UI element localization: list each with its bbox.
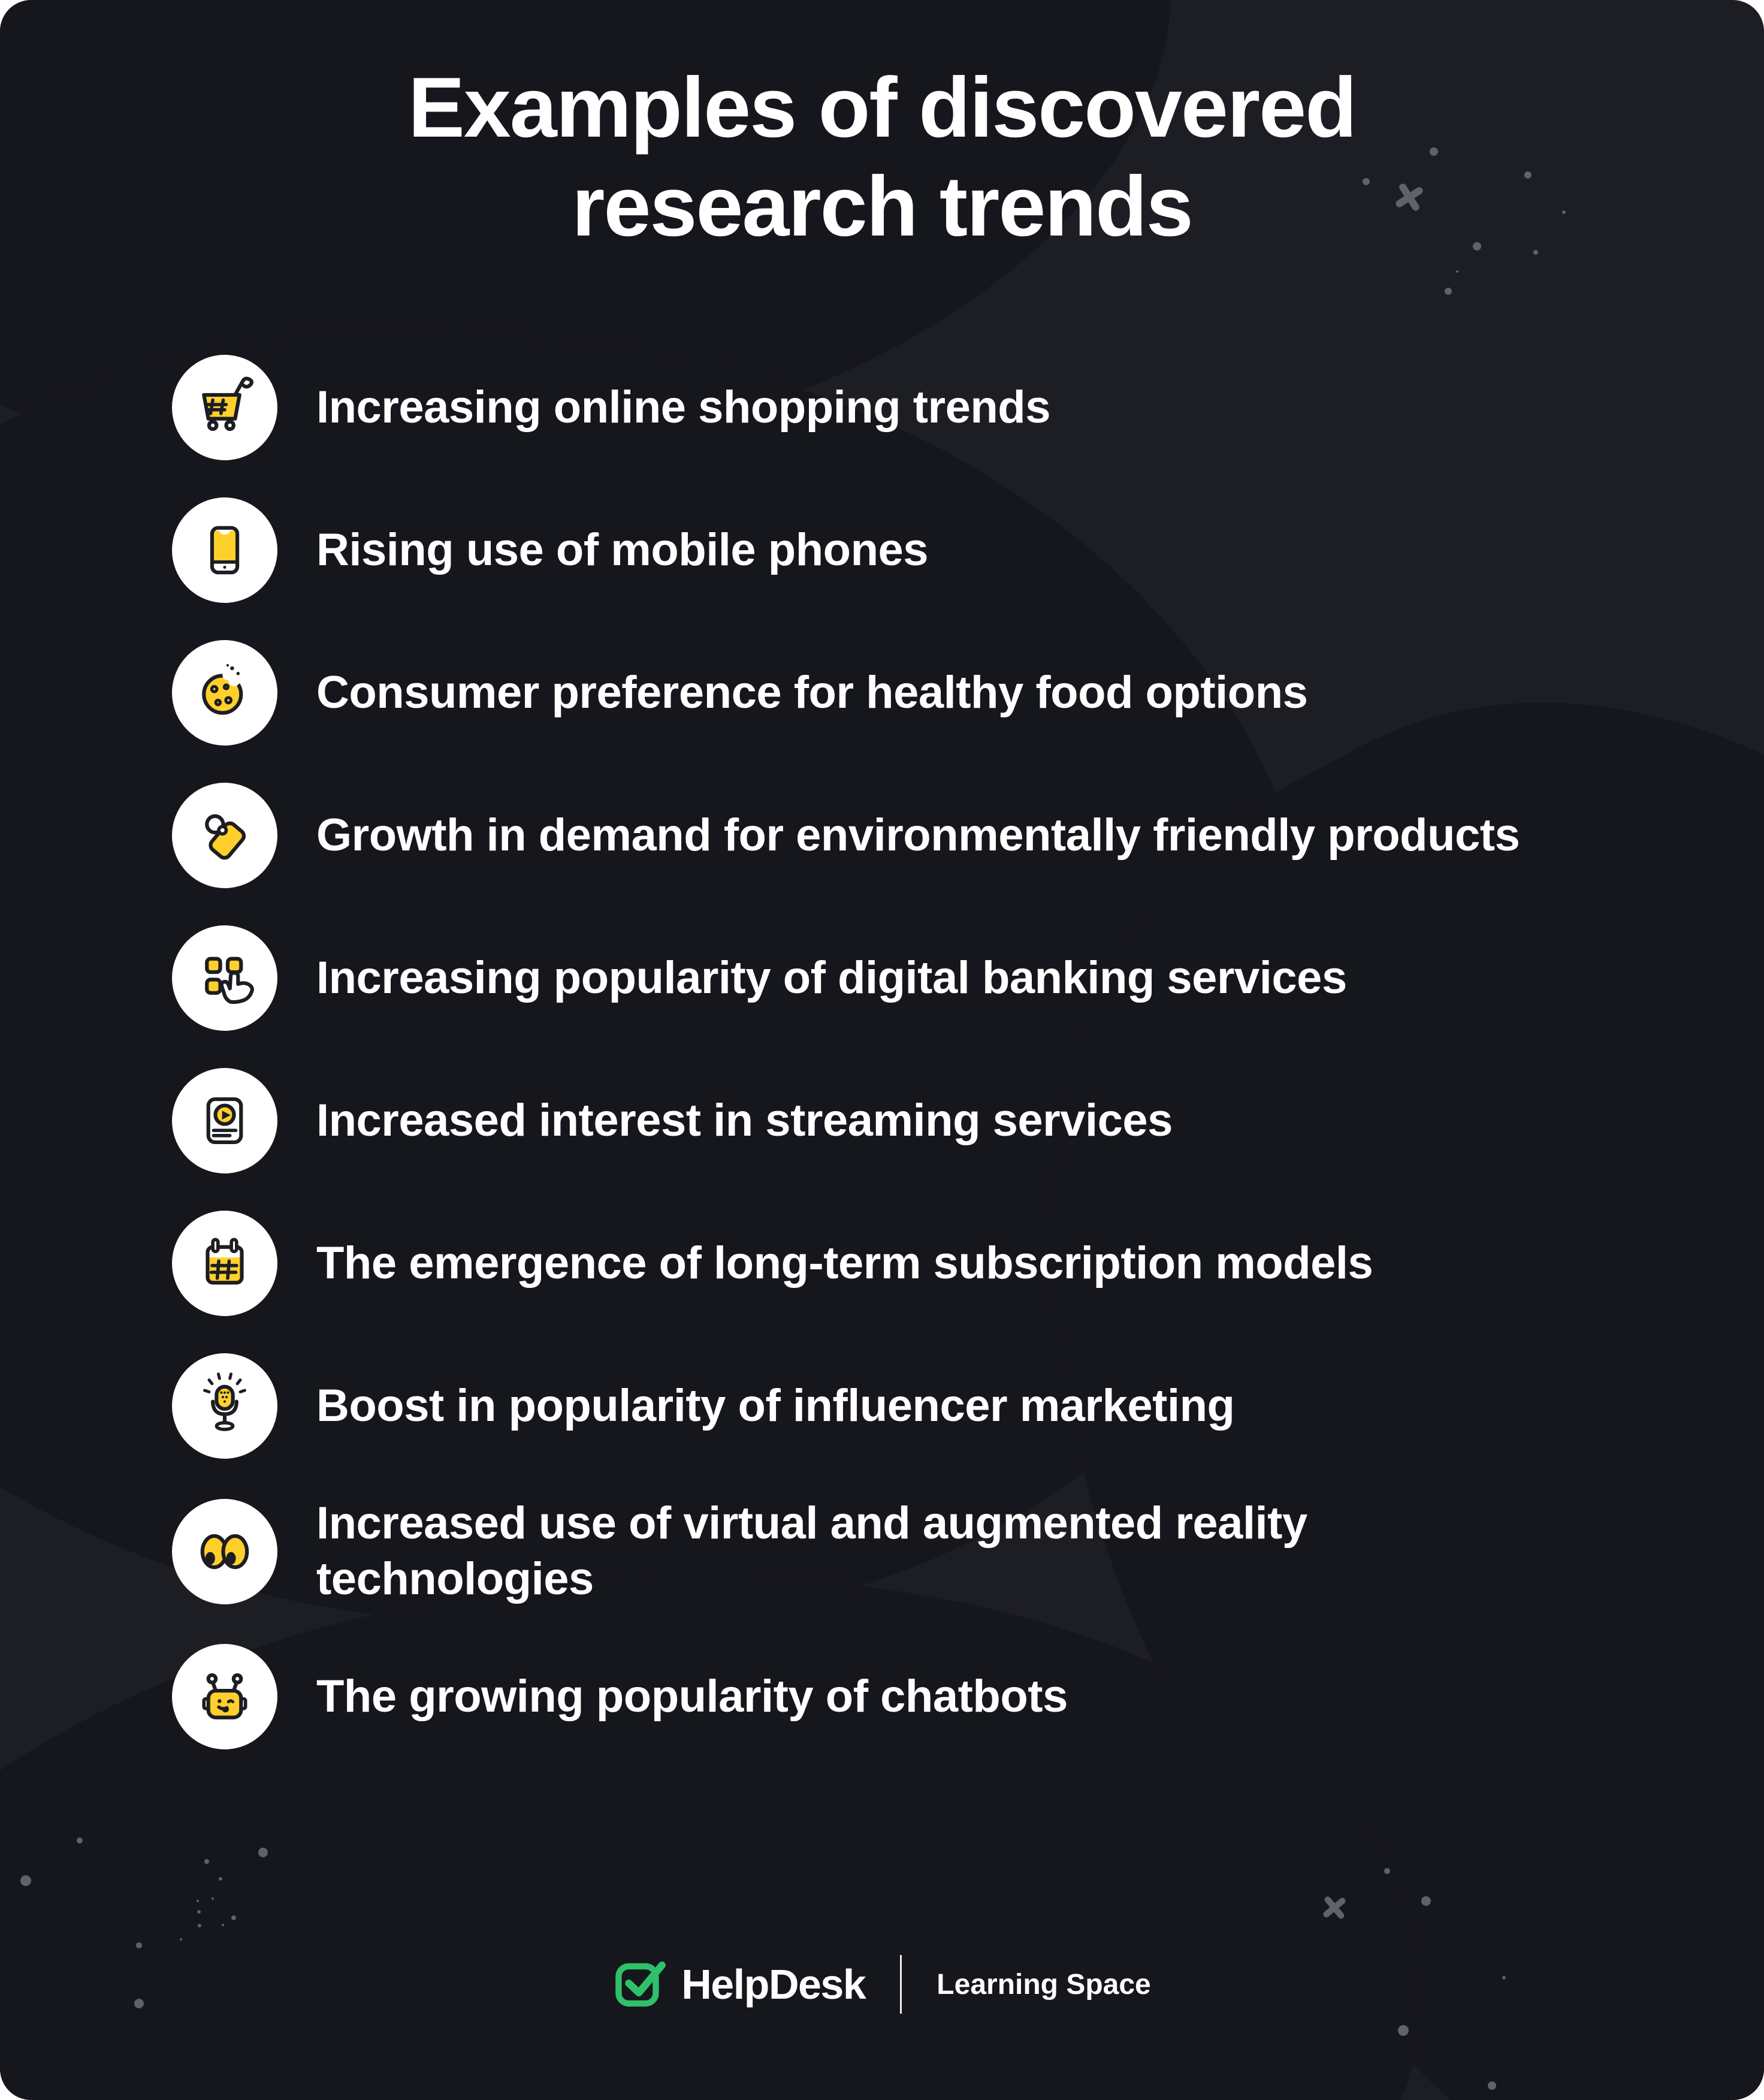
price-tag-icon-circle [172,783,277,888]
decor-cross-icon [1321,1894,1348,1921]
list-item-text: Increasing online shopping trends [316,381,1050,433]
list-item-text: Growth in demand for environmentally fri… [316,809,1520,861]
decor-cross-icon [1393,180,1427,215]
list-item: Increased use of virtual and augmented r… [172,1496,1670,1607]
decor-dot [197,1900,199,1902]
decor-dot [1445,288,1452,295]
list-item: The emergence of long-term subscription … [172,1211,1670,1316]
list-item: Increased interest in streaming services [172,1068,1670,1173]
video-player-icon-circle [172,1068,277,1173]
decor-dot [1524,171,1532,179]
price-tag-icon [205,814,246,860]
decor-dot [1421,1896,1431,1906]
decor-dot [1456,270,1458,273]
decor-dot [20,1875,31,1886]
decor-dot [204,1859,209,1864]
mobile-phone-icon-circle [172,497,277,603]
list-item: Increasing online shopping trends [172,355,1670,460]
shopping-cart-icon-circle [172,355,277,460]
microphone-icon-circle [172,1353,277,1459]
decor-dot [1473,242,1481,251]
decor-dot [212,1897,214,1900]
calendar-icon [206,1238,244,1285]
decor-dot [1562,210,1566,214]
page-title: Examples of discovered research trends [408,60,1357,254]
decor-dot [77,1837,83,1843]
app-grid-hand-icon-circle [172,925,277,1031]
decor-dot [1488,2081,1496,2090]
cookie-icon-circle [172,640,277,746]
helpdesk-logo-icon [615,1961,666,2007]
list-item: Consumer preference for healthy food opt… [172,640,1670,746]
decor-dot [1363,178,1370,185]
list-item-text: The growing popularity of chatbots [316,1671,1068,1722]
decor-dot [1430,147,1438,156]
microphone-icon [203,1372,246,1431]
video-player-icon [206,1097,243,1145]
decor-dot [258,1848,268,1857]
mobile-phone-icon [210,526,240,575]
decor-dot [180,1938,182,1941]
decor-dot [1384,1868,1390,1874]
list-item: Boost in popularity of influencer market… [172,1353,1670,1459]
list-item-text: Rising use of mobile phones [316,524,929,575]
decor-dot [1502,1976,1506,1980]
list-item-text: Increased interest in streaming services [316,1094,1173,1146]
decor-dot [134,1999,144,2008]
decor-dot [198,1924,201,1927]
decor-dot [136,1942,142,1948]
shopping-cart-icon [202,376,254,432]
decor-dot [1533,250,1538,255]
list-item: The growing popularity of chatbots [172,1644,1670,1750]
list-item: Growth in demand for environmentally fri… [172,783,1670,888]
decor-dot [222,1924,224,1926]
brand-tagline: Learning Space [937,1968,1151,2001]
trends-list: Increasing online shopping trends Rising… [172,355,1670,1787]
brand-name: HelpDesk [681,1961,866,2008]
footer-divider [900,1955,902,2014]
footer-brand-bar: HelpDesk Learning Space [0,1955,1764,2014]
decor-dot [219,1877,222,1881]
decor-dot [1398,2025,1409,2036]
list-item-text: Boost in popularity of influencer market… [316,1380,1235,1431]
decor-dot [231,1915,236,1920]
eyes-icon [200,1534,249,1569]
decor-dot [197,1910,201,1914]
eyes-icon-circle [172,1498,277,1604]
list-item-text: Consumer preference for healthy food opt… [316,666,1308,718]
list-item-text: Increased use of virtual and augmented r… [316,1498,1307,1604]
app-grid-hand-icon [205,957,254,1004]
chatbot-icon-circle [172,1644,277,1750]
calendar-icon-circle [172,1211,277,1316]
list-item: Increasing popularity of digital banking… [172,925,1670,1031]
list-item-text: The emergence of long-term subscription … [316,1237,1373,1289]
list-item-text: Increasing popularity of digital banking… [316,952,1347,1003]
list-item: Rising use of mobile phones [172,497,1670,603]
chatbot-icon [202,1673,247,1720]
cookie-icon [202,664,243,715]
